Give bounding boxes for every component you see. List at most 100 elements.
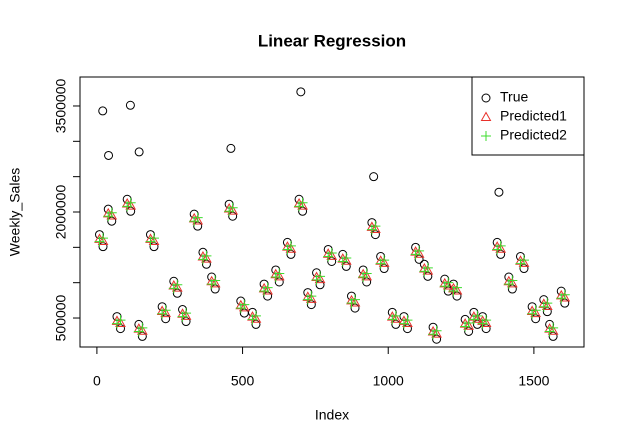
legend-label: True bbox=[500, 89, 528, 105]
point bbox=[201, 250, 212, 261]
legend-marker bbox=[481, 131, 491, 141]
point bbox=[201, 253, 212, 263]
point bbox=[518, 257, 530, 267]
point bbox=[422, 265, 434, 275]
point bbox=[390, 310, 401, 321]
point bbox=[423, 271, 433, 281]
point bbox=[560, 298, 570, 308]
point bbox=[181, 317, 191, 327]
point bbox=[414, 245, 425, 256]
point bbox=[227, 205, 239, 215]
point bbox=[251, 319, 261, 329]
point bbox=[285, 240, 296, 251]
point bbox=[106, 210, 118, 220]
point bbox=[305, 293, 317, 303]
point bbox=[172, 288, 182, 298]
point bbox=[192, 214, 204, 225]
point bbox=[210, 284, 220, 294]
point bbox=[226, 143, 236, 153]
point bbox=[350, 303, 360, 313]
point bbox=[171, 282, 183, 292]
point bbox=[172, 279, 183, 290]
point bbox=[341, 261, 351, 271]
point bbox=[298, 206, 308, 216]
point bbox=[326, 250, 338, 260]
point bbox=[115, 324, 125, 334]
point bbox=[228, 211, 238, 221]
point bbox=[274, 268, 285, 279]
point bbox=[431, 328, 442, 338]
point bbox=[369, 172, 379, 182]
point bbox=[542, 298, 553, 309]
point bbox=[160, 307, 172, 318]
point bbox=[210, 275, 221, 286]
point bbox=[370, 230, 380, 240]
point bbox=[192, 212, 203, 223]
point bbox=[306, 300, 316, 310]
point bbox=[126, 206, 136, 216]
point bbox=[548, 331, 558, 341]
point bbox=[107, 216, 117, 226]
legend-marker bbox=[480, 111, 492, 121]
point bbox=[209, 277, 221, 288]
point bbox=[125, 197, 136, 208]
point bbox=[326, 247, 337, 258]
point bbox=[463, 320, 474, 330]
point bbox=[361, 268, 372, 279]
point bbox=[115, 317, 126, 327]
point bbox=[296, 87, 306, 97]
point bbox=[161, 314, 171, 324]
point bbox=[432, 334, 442, 344]
point bbox=[559, 292, 571, 302]
point bbox=[106, 207, 117, 218]
point bbox=[370, 223, 381, 233]
point bbox=[422, 262, 433, 273]
x-tick-label: 500 bbox=[231, 373, 255, 389]
point bbox=[136, 325, 148, 335]
point bbox=[104, 150, 114, 160]
point bbox=[402, 324, 412, 334]
point bbox=[480, 317, 492, 327]
point bbox=[98, 106, 108, 116]
point bbox=[98, 233, 109, 244]
point bbox=[350, 294, 361, 305]
point bbox=[341, 252, 352, 263]
y-tick-label: 3500000 bbox=[53, 79, 69, 134]
point bbox=[443, 277, 454, 288]
point bbox=[180, 310, 192, 320]
point bbox=[250, 310, 261, 321]
point bbox=[541, 300, 553, 311]
point bbox=[285, 243, 297, 253]
point bbox=[125, 200, 137, 210]
point bbox=[238, 301, 250, 312]
point bbox=[464, 326, 474, 336]
point bbox=[340, 255, 352, 265]
x-axis-label: Index bbox=[315, 407, 349, 423]
point bbox=[414, 254, 424, 264]
point bbox=[530, 307, 541, 318]
point bbox=[507, 284, 517, 294]
point bbox=[273, 270, 285, 281]
point bbox=[262, 282, 273, 293]
point bbox=[327, 256, 337, 266]
point bbox=[227, 202, 238, 213]
point bbox=[297, 197, 308, 208]
point bbox=[148, 235, 160, 245]
point bbox=[547, 325, 559, 335]
point bbox=[262, 284, 273, 295]
point bbox=[463, 317, 474, 328]
point bbox=[379, 255, 390, 266]
point bbox=[507, 275, 518, 286]
legend-marker bbox=[481, 93, 491, 103]
point bbox=[98, 242, 108, 252]
point bbox=[134, 147, 144, 157]
point bbox=[519, 264, 529, 274]
point bbox=[431, 325, 442, 336]
x-tick-label: 1500 bbox=[518, 373, 549, 389]
point bbox=[451, 282, 462, 293]
point bbox=[149, 242, 159, 252]
point bbox=[481, 324, 491, 334]
point bbox=[314, 273, 326, 284]
point bbox=[286, 249, 296, 259]
